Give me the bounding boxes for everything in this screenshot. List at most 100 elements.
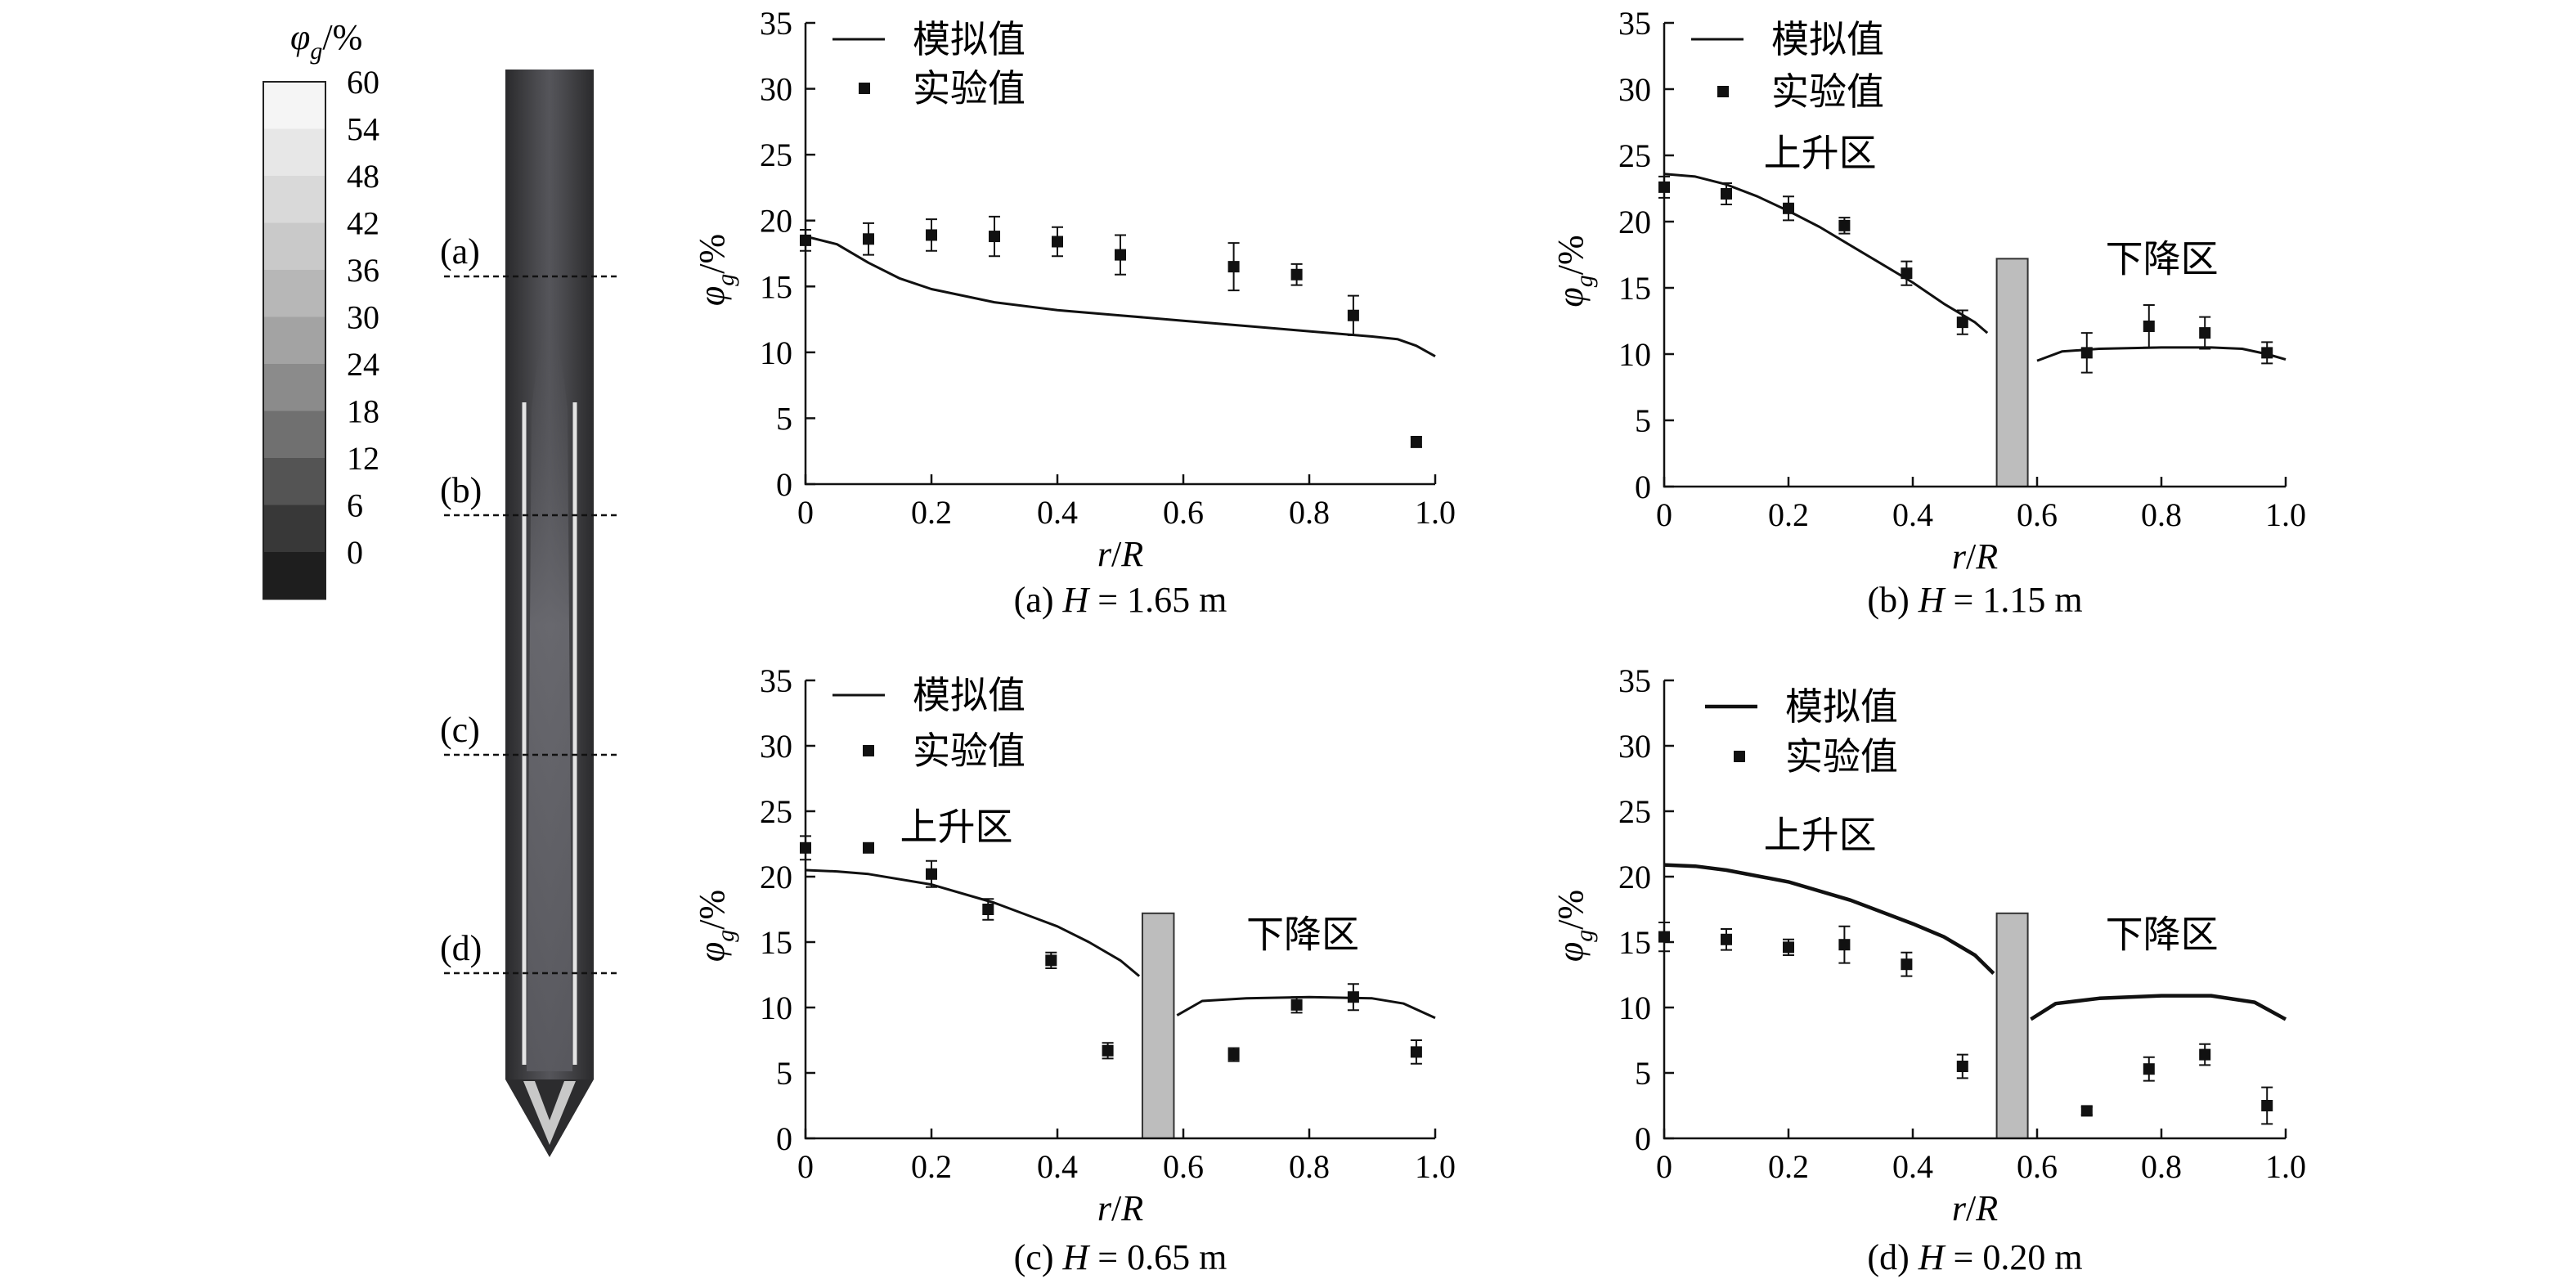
y-tick-label: 30	[1618, 728, 1651, 765]
experimental-point	[1721, 187, 1732, 200]
column-cone	[505, 1079, 594, 1157]
y-tick-label: 15	[1618, 924, 1651, 961]
y-tick-label: 20	[760, 859, 792, 895]
y-tick-label: 0	[776, 466, 792, 503]
y-tick-label: 35	[1618, 662, 1651, 699]
y-tick-label: 5	[776, 400, 792, 437]
simulation-line	[805, 868, 1141, 977]
x-tick-label: 0	[1656, 496, 1672, 533]
x-label-r: r	[1952, 536, 1967, 577]
experimental-point	[2261, 1100, 2273, 1111]
colorbar-cell	[263, 270, 325, 317]
experimental-point	[1410, 1046, 1422, 1058]
simulation-line	[1663, 173, 1989, 334]
cone-jet	[523, 1081, 576, 1145]
x-label-R: R	[1120, 1188, 1143, 1228]
colorbar-cells	[263, 81, 326, 600]
y-tick-label: 20	[1618, 204, 1651, 240]
colorbar-tick-label: 0	[347, 534, 363, 571]
colorbar-tick-label: 12	[347, 440, 379, 477]
legend-sim-label: 模拟值	[1771, 17, 1884, 61]
chart-panel: 0 5 10 15 20 25 30 35 0 0.2 0.4 0.6 0.8 1.0 φg/% r/R (d)…	[1551, 662, 2306, 1277]
experimental-point	[989, 231, 1000, 243]
zone-label: 上升区	[1764, 813, 1877, 857]
colorbar-cell	[263, 222, 325, 270]
experimental-point	[1045, 954, 1057, 967]
caption-H: H	[1918, 1237, 1946, 1277]
y-tick-label: 30	[1618, 71, 1651, 108]
x-axis-label: r/R	[1097, 1188, 1143, 1228]
experimental-point	[2143, 1063, 2155, 1075]
y-tick-label: 25	[1618, 793, 1651, 830]
simulation-line	[1663, 863, 1995, 976]
experimental-point	[1658, 181, 1670, 193]
zone-label: 上升区	[900, 805, 1013, 849]
colorbar-cell	[263, 364, 325, 411]
caption-prefix: (c)	[1014, 1237, 1063, 1277]
x-tick-label: 0.4	[1037, 1148, 1078, 1185]
simulation-line	[1176, 995, 1436, 1020]
y-tick-label: 15	[760, 268, 792, 305]
y-tick-label: 10	[760, 334, 792, 371]
legend-marker-sample	[859, 83, 870, 94]
x-tick-label: 0.8	[2141, 496, 2182, 533]
y-tick-label: 5	[776, 1055, 792, 1092]
draft-tube-wall-bar	[1995, 912, 2029, 1140]
experimental-point	[1115, 249, 1126, 261]
y-label-symbol: φ	[692, 286, 732, 306]
x-tick-label: 0.6	[2017, 496, 2058, 533]
experimental-point	[1347, 309, 1359, 321]
experimental-point	[1838, 219, 1851, 231]
x-tick-label: 0	[797, 494, 814, 531]
experimental-point	[2143, 320, 2155, 332]
experimental-point	[1783, 202, 1794, 214]
y-tick-label: 35	[760, 5, 792, 42]
y-label-unit: /%	[1551, 235, 1591, 275]
y-tick-label: 20	[760, 203, 792, 240]
y-label-subscript: g	[712, 930, 739, 942]
colorbar-tick-label: 54	[347, 111, 379, 148]
x-tick-label: 0.2	[911, 1148, 952, 1185]
colorbar-tick-label: 30	[347, 299, 379, 336]
y-tick-label: 0	[776, 1120, 792, 1157]
colorbar-tick-label: 6	[347, 487, 363, 524]
simulation-line	[2036, 346, 2287, 362]
experimental-point	[800, 841, 811, 854]
experimental-point	[2199, 1048, 2211, 1061]
x-label-R: R	[1975, 1188, 1998, 1228]
section-label: (a)	[440, 231, 480, 272]
column-plume	[527, 327, 572, 1071]
colorbar-cell	[263, 176, 325, 223]
colorbar-tick-label: 60	[347, 64, 379, 101]
chart-panel: 0 5 10 15 20 25 30 35 0 0.2 0.4 0.6 0.8 1.0 φg/% r/R (c)…	[692, 662, 1456, 1277]
column-sections: (a) (b) (c) (d)	[440, 231, 619, 975]
y-tick-label: 30	[760, 71, 792, 108]
y-axis-label: φg/%	[1551, 890, 1598, 962]
x-label-r: r	[1952, 1188, 1967, 1228]
y-label-subscript: g	[1571, 930, 1598, 942]
caption-H: H	[1918, 580, 1946, 620]
x-label-sep: /	[1966, 536, 1977, 577]
y-tick-label: 5	[1635, 1055, 1651, 1092]
y-tick-label: 20	[1618, 859, 1651, 895]
section-label: (c)	[440, 710, 480, 750]
x-tick-label: 0	[797, 1148, 814, 1185]
experimental-point	[863, 233, 874, 245]
experimental-point	[1290, 268, 1303, 280]
section-label: (d)	[440, 928, 482, 968]
y-tick-label: 25	[760, 793, 792, 830]
experimental-point	[800, 234, 811, 246]
caption-value: = 0.20 m	[1945, 1237, 2083, 1277]
x-label-R: R	[1975, 536, 1998, 577]
y-tick-label: 15	[760, 924, 792, 961]
legend-exp-label: 实验值	[1785, 734, 1898, 779]
x-label-sep: /	[1966, 1188, 1977, 1228]
x-axis-label: r/R	[1097, 534, 1143, 574]
experimental-point	[2080, 1105, 2093, 1117]
x-tick-label: 1.0	[2265, 496, 2306, 533]
legend-exp-label: 实验值	[1771, 70, 1884, 114]
simulation-line	[2030, 994, 2287, 1021]
x-tick-label: 0.2	[911, 494, 952, 531]
